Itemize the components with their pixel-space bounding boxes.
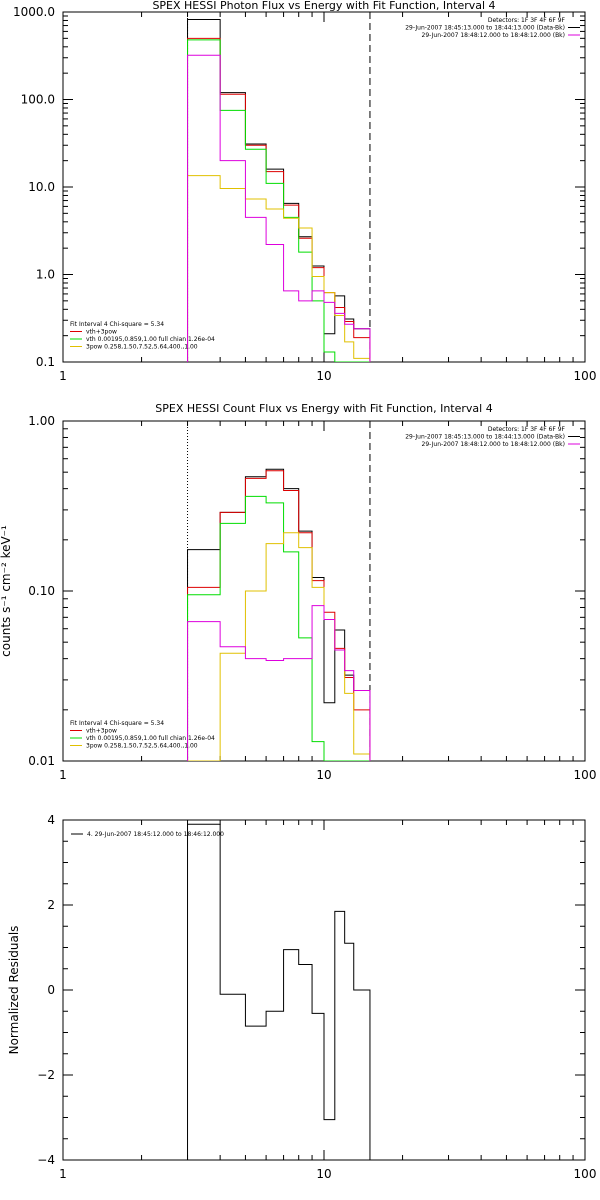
y-axis-label: counts s⁻¹ cm⁻² keV⁻¹ xyxy=(0,525,13,657)
legend-bottom-text: vth+3pow xyxy=(86,329,117,336)
legend-bottom-text: vth 0.00195,0.859,1.00 full chian 1.26e-… xyxy=(86,336,215,343)
x-tick-label: 1 xyxy=(59,1167,67,1181)
series-line-5 xyxy=(187,54,371,362)
series-group xyxy=(187,19,371,362)
x-tick-label: 100 xyxy=(574,1167,597,1181)
legend-top-text: Detectors: 1F 3F 4F 6F 9F xyxy=(488,17,566,24)
legend-top-text: Detectors: 1F 3F 4F 6F 9F xyxy=(488,426,566,433)
x-tick-label: 10 xyxy=(316,369,331,383)
series-line-3 xyxy=(187,39,370,362)
plot-panel-1: 1 10 100 1000.0 100.0 10.0 1.0 0.1 SPEX HESSI Ph… xyxy=(13,0,596,383)
y-tick-label: −2 xyxy=(37,1068,55,1082)
legend-bottom-text: vth 0.00195,0.859,1.00 full chian 1.26e-… xyxy=(86,735,215,742)
series-line-2 xyxy=(187,470,371,761)
chart-title: SPEX HESSI Photon Flux vs Energy with Fi… xyxy=(152,0,495,12)
x-tick-label: 100 xyxy=(574,768,597,782)
chart-title: SPEX HESSI Count Flux vs Energy with Fit… xyxy=(155,402,492,415)
y-tick-label: 0 xyxy=(47,983,55,997)
x-tick-label: 100 xyxy=(574,369,597,383)
y-axis-label: Normalized Residuals xyxy=(7,926,21,1055)
legend-bottom-text: Fit Interval 4 Chi-square = 5.34 xyxy=(70,720,164,727)
y-tick-label: 100.0 xyxy=(21,93,55,107)
legend-top-text: 29-Jun-2007 18:48:12.000 to 18:48:12.000… xyxy=(422,441,565,448)
series-group xyxy=(187,823,371,1160)
legend-bottom-text: vth+3pow xyxy=(86,728,117,735)
legend-bottom-text: 3pow 0.258,1.50,7.52,5.64,400.,1.00 xyxy=(86,743,198,750)
plot-panel-2: 1 10 100 1.00 0.10 0.01 SPEX HESSI Count Flux … xyxy=(0,402,596,782)
x-tick-label: 1 xyxy=(59,768,67,782)
series-line-2 xyxy=(187,37,371,362)
legend-top-text: 29-Jun-2007 18:48:12.000 to 18:48:12.000… xyxy=(422,32,565,39)
y-tick-label: 1.00 xyxy=(28,414,55,428)
legend-bottom-text: Fit Interval 4 Chi-square = 5.34 xyxy=(70,321,164,328)
y-tick-label: 0.10 xyxy=(28,584,55,598)
y-tick-label: 0.1 xyxy=(36,355,55,369)
x-tick-label: 1 xyxy=(59,369,67,383)
y-tick-label: 4 xyxy=(47,813,55,827)
series-line-4 xyxy=(187,175,371,362)
y-tick-label: 1000.0 xyxy=(13,5,55,19)
series-line-1 xyxy=(187,468,371,761)
series-line-5 xyxy=(187,605,371,761)
series-line-4 xyxy=(187,532,371,761)
legend-top-text: 29-Jun-2007 18:45:13.000 to 18:44:13.000… xyxy=(405,434,565,441)
series-group xyxy=(187,468,371,761)
plot-panel-3: 1 10 100 4 2 0 −2 −4 Normalized Residuals 4. 29-J… xyxy=(7,813,596,1181)
y-tick-label: 0.01 xyxy=(28,754,55,768)
series-line-1 xyxy=(187,19,371,362)
x-tick-label: 10 xyxy=(316,768,331,782)
series-line-3 xyxy=(187,495,370,761)
legend-top-text: 4. 29-Jun-2007 18:45:12.000 to 18:46:12.… xyxy=(87,831,224,838)
y-tick-label: 1.0 xyxy=(36,268,55,282)
series-line-1 xyxy=(187,823,371,1160)
y-tick-label: 10.0 xyxy=(28,180,55,194)
y-tick-label: −4 xyxy=(37,1153,55,1167)
y-tick-label: 2 xyxy=(47,898,55,912)
x-tick-label: 10 xyxy=(316,1167,331,1181)
legend-top-text: 29-Jun-2007 18:45:13.000 to 18:44:13.000… xyxy=(405,25,565,32)
legend-bottom-text: 3pow 0.258,1.50,7.52,5.64,400.,1.00 xyxy=(86,344,198,351)
